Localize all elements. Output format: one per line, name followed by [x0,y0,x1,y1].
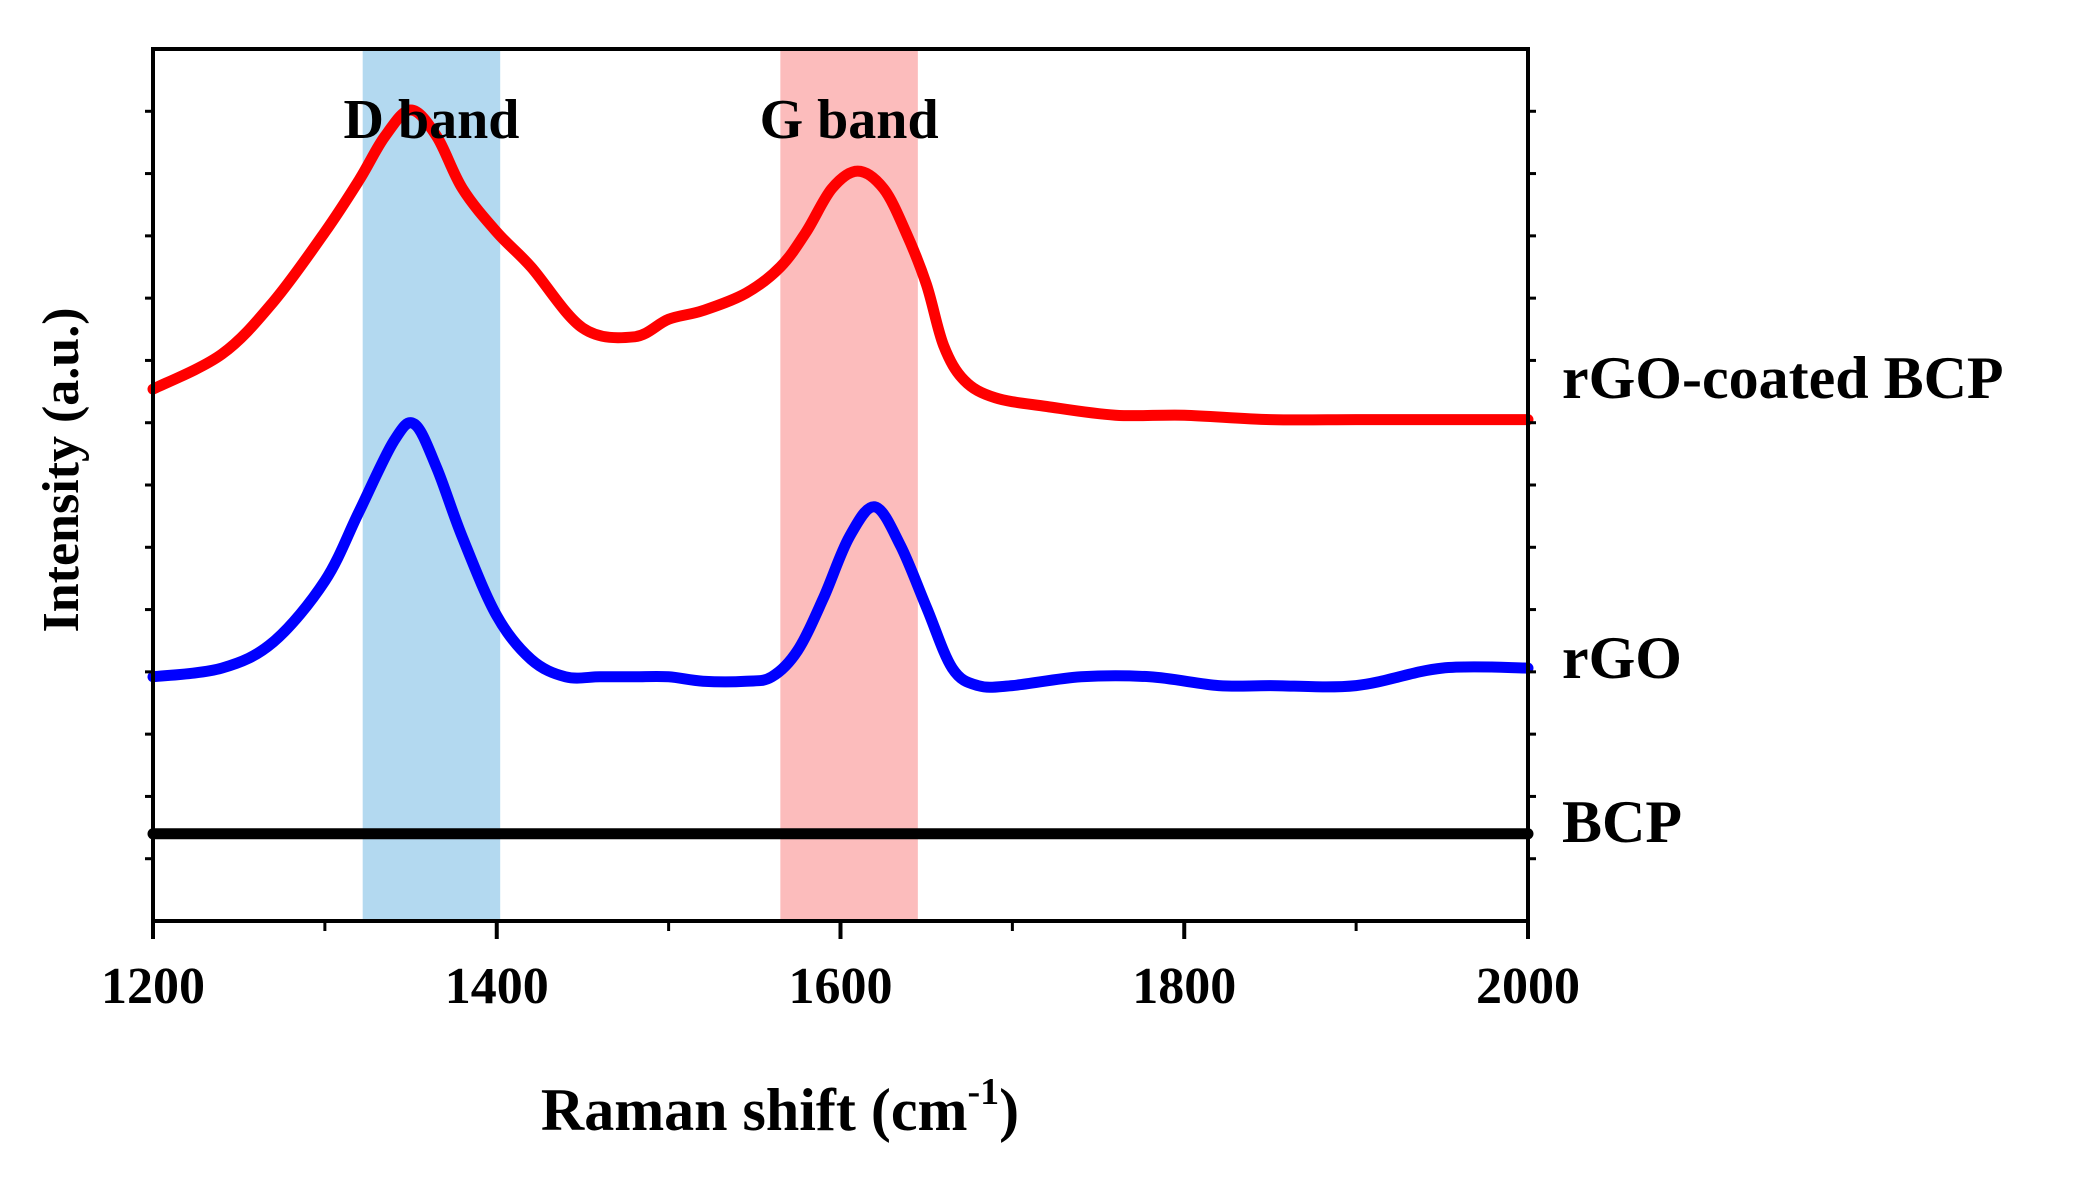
x-tick-label: 1800 [1132,958,1236,1015]
shaded-bands [362,49,918,921]
x-tick-label: 1200 [101,958,205,1015]
x-axis-label-close: ) [999,1077,1019,1143]
band-g [780,49,918,921]
series-label-bcp: BCP [1562,789,1682,855]
series-line-rgo-coated-bcp [147,104,1534,426]
x-tick-label: 1400 [445,958,549,1015]
band-d [362,49,501,921]
band-label-d: D band [344,89,520,151]
series-lines [147,104,1534,840]
series-line-rgo [147,417,1534,693]
x-axis-label-main: Raman shift (cm [541,1077,968,1143]
y-axis-label: Intensity (a.u.) [33,307,90,632]
x-axis-label: Raman shift (cm-1) [541,1071,1019,1143]
x-tick-label: 1600 [789,958,893,1015]
x-axis-label-superscript: -1 [967,1071,999,1113]
axis-ticks: 1200 1400 1600 1800 2000 [101,109,1580,1015]
series-label-rgo-coated-bcp: rGO-coated BCP [1562,345,2004,411]
x-tick-label: 2000 [1476,958,1580,1015]
labels: Intensity (a.u.) Raman shift (cm-1) D ba… [33,89,2004,1143]
series-label-rgo: rGO [1562,625,1682,691]
band-label-g: G band [760,89,939,151]
